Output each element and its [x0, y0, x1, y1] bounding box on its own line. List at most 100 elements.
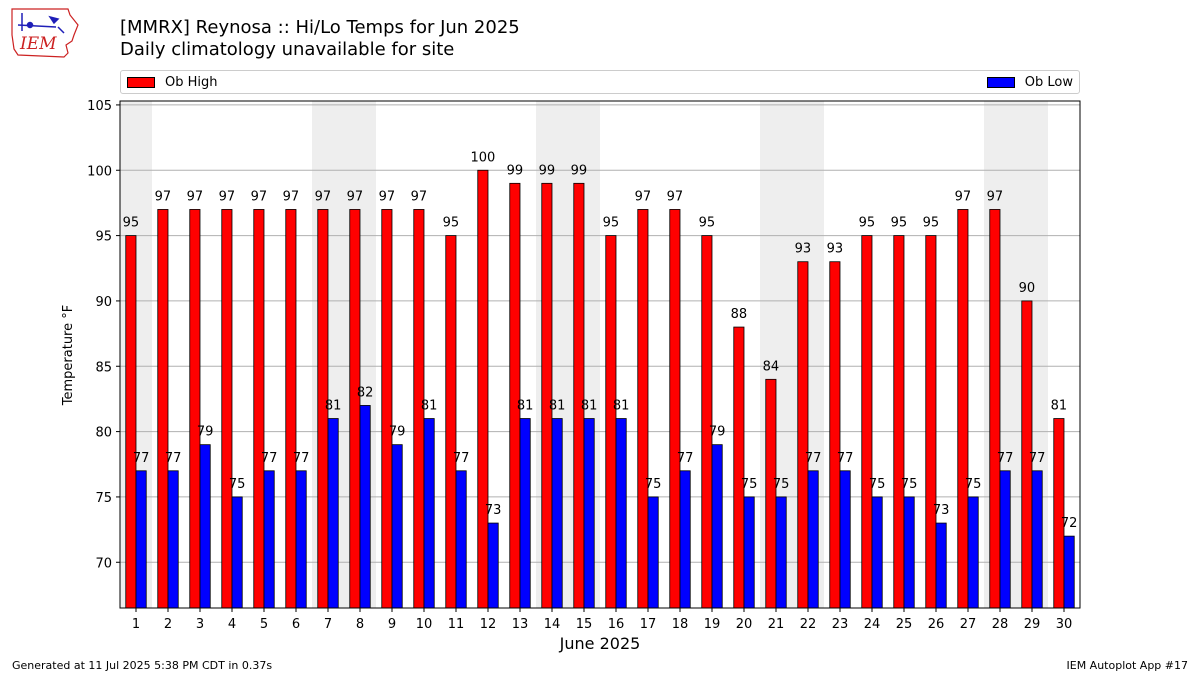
- data-label-high: 97: [411, 189, 428, 204]
- data-label-low: 77: [805, 451, 822, 466]
- y-tick-label: 95: [95, 230, 112, 245]
- x-tick-label: 10: [416, 617, 433, 632]
- bar-high: [541, 182, 553, 609]
- bar-high: [797, 261, 809, 609]
- x-tick-label: 23: [832, 617, 849, 632]
- data-label-low: 79: [709, 425, 726, 440]
- y-tick-label: 100: [87, 164, 112, 179]
- data-label-high: 97: [251, 189, 268, 204]
- x-tick-label: 15: [576, 617, 593, 632]
- data-label-high: 88: [731, 307, 748, 322]
- data-label-low: 79: [197, 425, 214, 440]
- y-tick-label: 75: [95, 491, 112, 506]
- data-label-high: 93: [827, 242, 844, 257]
- data-label-high: 97: [283, 189, 300, 204]
- data-label-high: 97: [955, 189, 972, 204]
- bar-low: [967, 496, 979, 609]
- bar-high: [605, 235, 617, 609]
- legend-item-low: Ob Low: [986, 75, 1073, 90]
- data-label-high: 99: [507, 163, 524, 178]
- legend-swatch-high: [127, 77, 155, 88]
- bar-low: [551, 418, 563, 609]
- x-tick-label: 16: [608, 617, 625, 632]
- data-label-high: 95: [123, 216, 140, 231]
- x-tick-label: 28: [992, 617, 1009, 632]
- data-label-high: 93: [795, 242, 812, 257]
- data-label-low: 81: [517, 399, 534, 414]
- bar-low: [839, 470, 851, 609]
- x-tick-label: 20: [736, 617, 753, 632]
- legend-item-high: Ob High: [127, 75, 218, 90]
- bar-low: [263, 470, 275, 609]
- data-label-low: 75: [741, 477, 758, 492]
- bar-low: [231, 496, 243, 609]
- bar-low: [1063, 535, 1075, 609]
- data-label-high: 95: [699, 216, 716, 231]
- plot-frame: [119, 100, 1081, 609]
- x-tick-label: 6: [292, 617, 300, 632]
- data-label-high: 97: [315, 189, 332, 204]
- x-tick-label: 19: [704, 617, 721, 632]
- bar-low: [871, 496, 883, 609]
- data-label-low: 81: [549, 399, 566, 414]
- x-tick-label: 21: [768, 617, 785, 632]
- data-label-low: 77: [133, 451, 150, 466]
- data-label-low: 75: [965, 477, 982, 492]
- x-tick-label: 8: [356, 617, 364, 632]
- bar-high: [893, 235, 905, 609]
- bar-high: [477, 169, 489, 609]
- x-tick-label: 14: [544, 617, 561, 632]
- data-label-low: 82: [357, 385, 374, 400]
- x-tick-label: 29: [1024, 617, 1041, 632]
- legend-swatch-low: [986, 77, 1015, 88]
- bar-high: [221, 209, 233, 609]
- data-label-low: 72: [1061, 516, 1078, 531]
- data-label-low: 77: [293, 451, 310, 466]
- data-label-high: 95: [891, 216, 908, 231]
- x-tick-label: 26: [928, 617, 945, 632]
- data-label-high: 95: [923, 216, 940, 231]
- bar-low: [711, 444, 723, 609]
- bar-low: [455, 470, 467, 609]
- data-label-low: 77: [165, 451, 182, 466]
- data-label-high: 81: [1051, 399, 1068, 414]
- bar-low: [999, 470, 1011, 609]
- x-tick-label: 3: [196, 617, 204, 632]
- x-tick-label: 4: [228, 617, 236, 632]
- bar-low: [391, 444, 403, 609]
- bar-high: [701, 235, 713, 609]
- legend-label-high: Ob High: [165, 75, 218, 90]
- chart-title: [MMRX] Reynosa :: Hi/Lo Temps for Jun 20…: [120, 17, 520, 61]
- data-label-low: 75: [869, 477, 886, 492]
- x-tick-label: 1: [132, 617, 140, 632]
- data-label-low: 81: [613, 399, 630, 414]
- bar-high: [157, 209, 169, 609]
- bar-low: [935, 522, 947, 609]
- data-label-high: 97: [635, 189, 652, 204]
- bar-low: [423, 418, 435, 609]
- bar-low: [647, 496, 659, 609]
- bar-low: [615, 418, 627, 609]
- bar-low: [295, 470, 307, 609]
- bar-low: [807, 470, 819, 609]
- data-label-low: 75: [901, 477, 918, 492]
- data-label-high: 95: [603, 216, 620, 231]
- y-tick-label: 70: [95, 556, 112, 571]
- data-label-high: 100: [470, 150, 495, 165]
- data-label-low: 77: [1029, 451, 1046, 466]
- iem-logo: IEM: [8, 5, 82, 59]
- y-tick-label: 80: [95, 426, 112, 441]
- bar-high: [253, 209, 265, 609]
- data-label-high: 90: [1019, 281, 1036, 296]
- bar-low: [679, 470, 691, 609]
- x-ticks: 1 2 3 4 5 6 7 8 9 10 11 12 13 14 15 16 17 18 19 20 21 22 23 24 2…: [132, 608, 1072, 632]
- data-label-low: 75: [229, 477, 246, 492]
- bar-high: [861, 235, 873, 609]
- bar-high: [829, 261, 841, 609]
- bar-low: [359, 405, 371, 609]
- weather-station-icon: [17, 13, 65, 34]
- x-tick-label: 30: [1056, 617, 1073, 632]
- bar-high: [765, 378, 777, 609]
- generated-timestamp: Generated at 11 Jul 2025 5:38 PM CDT in …: [12, 659, 273, 672]
